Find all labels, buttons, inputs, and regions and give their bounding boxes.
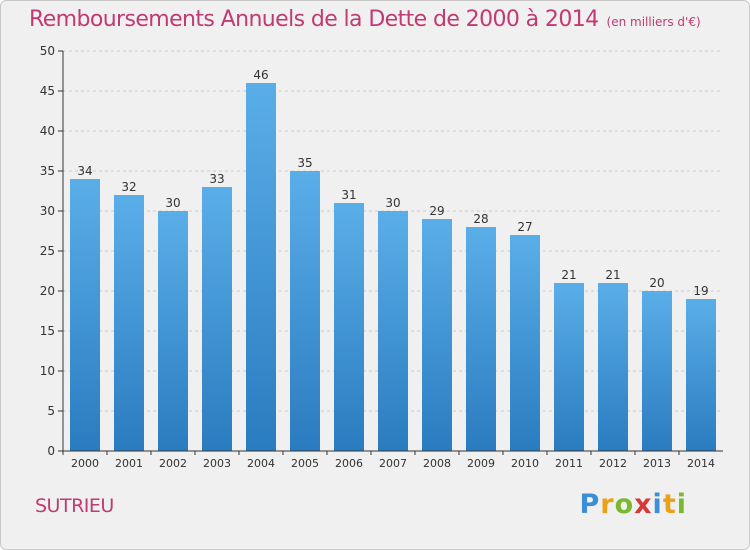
data-label: 29 <box>429 204 444 218</box>
x-tick-label: 2004 <box>247 457 275 470</box>
logo-letter: i <box>652 489 663 520</box>
data-labels: 34 32 30 33 46 35 31 30 29 28 27 21 21 20 19 <box>77 68 708 298</box>
data-label: 35 <box>297 156 312 170</box>
x-tick-label: 2002 <box>159 457 187 470</box>
bar <box>598 283 628 451</box>
bar <box>334 203 364 451</box>
data-label: 21 <box>561 268 576 282</box>
x-tick-label: 2009 <box>467 457 495 470</box>
bars <box>70 83 716 451</box>
y-tick-label: 20 <box>40 284 55 298</box>
data-label: 32 <box>121 180 136 194</box>
chart-title-text: Remboursements Annuels de la Dette de 20… <box>29 7 599 32</box>
y-tick-label: 0 <box>47 444 55 458</box>
data-label: 27 <box>517 220 532 234</box>
logo-letter: x <box>634 489 653 520</box>
x-tick-label: 2010 <box>511 457 539 470</box>
bar <box>422 219 452 451</box>
logo-letter: P <box>579 489 601 520</box>
x-tick-label: 2000 <box>71 457 99 470</box>
x-tick-label: 2012 <box>599 457 627 470</box>
x-tick-label: 2006 <box>335 457 363 470</box>
data-label: 34 <box>77 164 92 178</box>
logo-letter: t <box>662 489 677 520</box>
x-tick-label: 2005 <box>291 457 319 470</box>
bar <box>114 195 144 451</box>
logo-letter: o <box>614 489 635 520</box>
bar <box>378 211 408 451</box>
y-tick-label: 35 <box>40 164 55 178</box>
proxiti-logo[interactable]: Proxiti <box>579 489 687 520</box>
bar <box>158 211 188 451</box>
axes: 0 5 10 15 20 25 30 35 40 45 50 2000 2001 2002 2003 2004… <box>40 44 723 470</box>
bar <box>510 235 540 451</box>
bar <box>202 187 232 451</box>
bar <box>466 227 496 451</box>
y-tick-label: 15 <box>40 324 55 338</box>
x-tick-label: 2013 <box>643 457 671 470</box>
chart-subtitle: (en milliers d'€) <box>606 15 701 29</box>
logo-letter: i <box>676 489 687 520</box>
bar <box>686 299 716 451</box>
bar <box>70 179 100 451</box>
y-tick-label: 40 <box>40 124 55 138</box>
x-tick-label: 2014 <box>687 457 715 470</box>
bar <box>554 283 584 451</box>
x-tick-label: 2007 <box>379 457 407 470</box>
data-label: 31 <box>341 188 356 202</box>
data-label: 30 <box>385 196 400 210</box>
y-tick-label: 25 <box>40 244 55 258</box>
x-tick-label: 2003 <box>203 457 231 470</box>
data-label: 30 <box>165 196 180 210</box>
x-tick-label: 2001 <box>115 457 143 470</box>
logo-letter: r <box>600 489 615 520</box>
data-label: 28 <box>473 212 488 226</box>
y-tick-label: 10 <box>40 364 55 378</box>
y-tick-label: 50 <box>40 44 55 58</box>
x-tick-label: 2011 <box>555 457 583 470</box>
commune-name: SUTRIEU <box>35 495 114 517</box>
bar <box>290 171 320 451</box>
data-label: 19 <box>693 284 708 298</box>
y-tick-label: 30 <box>40 204 55 218</box>
data-label: 33 <box>209 172 224 186</box>
y-tick-label: 45 <box>40 84 55 98</box>
bar <box>246 83 276 451</box>
bar <box>642 291 672 451</box>
y-tick-label: 5 <box>47 404 55 418</box>
chart-title: Remboursements Annuels de la Dette de 20… <box>29 7 701 32</box>
data-label: 46 <box>253 68 268 82</box>
data-label: 20 <box>649 276 664 290</box>
x-tick-label: 2008 <box>423 457 451 470</box>
data-label: 21 <box>605 268 620 282</box>
